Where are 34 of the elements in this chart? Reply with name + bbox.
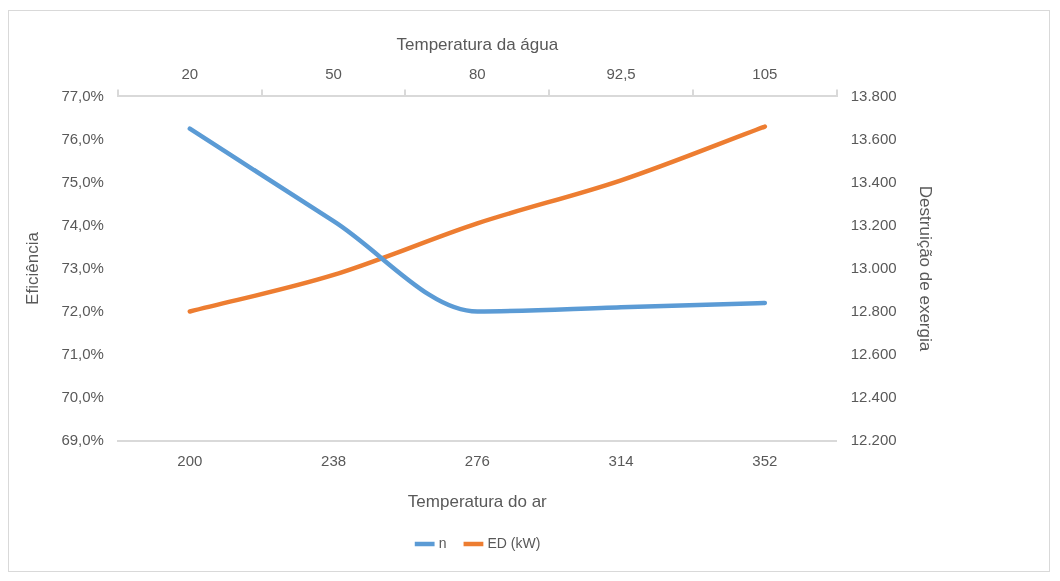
x2-axis-title: Temperatura da água (396, 34, 559, 54)
x-axis-title: Temperatura do ar (407, 492, 548, 512)
y-tick-label: 76,0% (61, 129, 104, 147)
y-tick-label: 75,0% (61, 172, 104, 190)
text: 105 (752, 64, 778, 82)
y2-tick-label: 13.200 (850, 215, 897, 233)
y-tick-label: 71,0% (61, 344, 104, 362)
y-tick-label: 74,0% (61, 215, 104, 233)
y2-tick-label: 12.600 (850, 344, 897, 362)
text: 80 (468, 64, 486, 82)
y2-tick-label: 13.000 (850, 258, 897, 276)
y2-tick-label: 13.400 (850, 172, 897, 190)
x-tick-label: 238 (321, 451, 347, 469)
y2-axis-title: Destruição de exergia (916, 185, 936, 352)
x-tick-label: 200 (177, 451, 203, 469)
y-tick-label: 73,0% (61, 258, 104, 276)
y2-tick-label: 13.600 (850, 129, 897, 147)
x-tick-label: 314 (608, 451, 634, 469)
text: 50 (325, 64, 342, 82)
y2-tick-label: 12.200 (850, 430, 897, 448)
text: 92,5 (606, 64, 636, 82)
y-axis-title: Eficiência (22, 231, 42, 305)
y2-tick-label: 12.800 (850, 301, 897, 319)
legend-label: n (438, 534, 447, 551)
y2-tick-label: 13.800 (850, 86, 897, 104)
x-tick-label: 276 (464, 451, 490, 469)
text: 20 (181, 64, 199, 82)
y-tick-label: 77,0% (61, 86, 104, 104)
y2-tick-label: 12.400 (850, 387, 897, 405)
x-tick-label: 352 (752, 451, 778, 469)
y-tick-label: 70,0% (61, 387, 104, 405)
y-tick-label: 69,0% (61, 430, 104, 448)
y-tick-label: 72,0% (61, 301, 104, 319)
legend-label: ED (kW) (487, 534, 541, 551)
